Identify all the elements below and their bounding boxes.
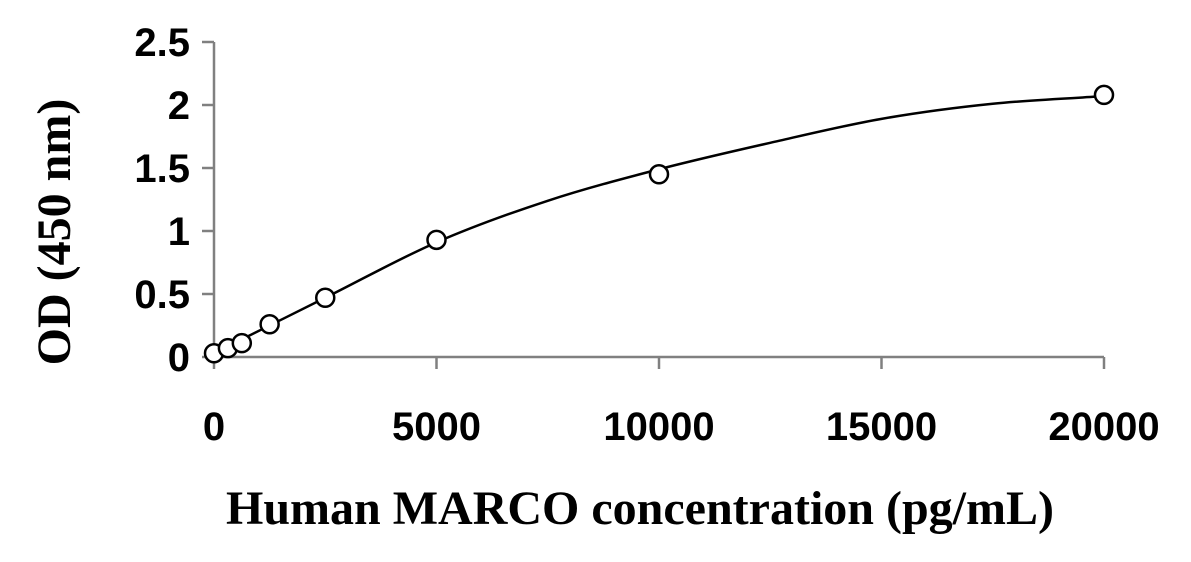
data-point bbox=[426, 229, 447, 251]
fit-curve bbox=[213, 94, 1105, 355]
y-tick-label: 1 bbox=[168, 210, 190, 254]
data-point bbox=[231, 332, 253, 354]
y-tick-label: 1.5 bbox=[134, 147, 190, 191]
y-tick-label: 2 bbox=[168, 84, 190, 128]
x-tick-label: 10000 bbox=[603, 405, 714, 449]
x-axis: 0 5000 10000 15000 20000 bbox=[203, 355, 1160, 449]
y-axis-title: OD (450 nm) bbox=[28, 99, 81, 366]
data-point bbox=[1093, 84, 1115, 106]
x-tick-label: 0 bbox=[203, 405, 225, 449]
y-axis: 0 0.5 1 1.5 2 2.5 bbox=[134, 21, 216, 380]
data-point bbox=[315, 287, 336, 309]
x-axis-title: Human MARCO concentration (pg/mL) bbox=[226, 482, 1054, 535]
data-point bbox=[648, 164, 670, 185]
y-tick-label: 0.5 bbox=[134, 273, 190, 317]
data-point bbox=[259, 313, 280, 335]
fit-curve-layer bbox=[213, 94, 1105, 355]
x-tick-label: 15000 bbox=[826, 405, 937, 449]
y-tick-label: 2.5 bbox=[134, 21, 190, 65]
x-tick-label: 5000 bbox=[392, 405, 481, 449]
x-tick-label: 20000 bbox=[1048, 405, 1159, 449]
y-tick-label: 0 bbox=[168, 336, 190, 380]
data-points-layer bbox=[203, 84, 1115, 364]
